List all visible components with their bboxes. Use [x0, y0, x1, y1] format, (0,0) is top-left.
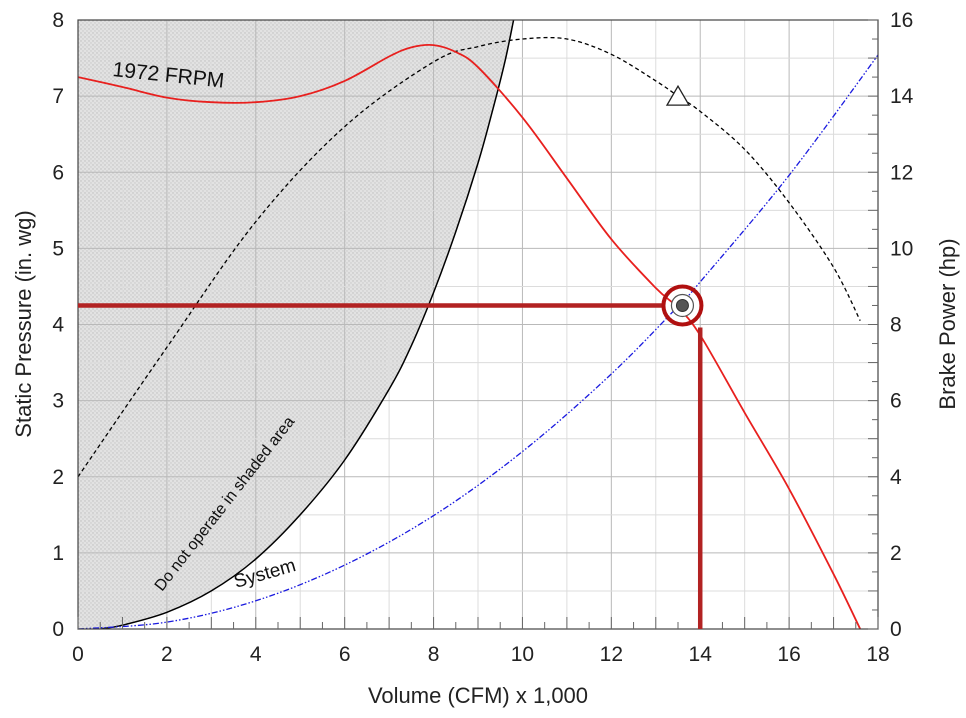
y-axis-right-title: Brake Power (hp): [935, 238, 960, 409]
fan-curve-curve: [78, 43, 862, 629]
x-tick-label: 8: [428, 643, 440, 666]
y-right-tick-label: 2: [890, 542, 902, 565]
operating-point-ring: [661, 284, 704, 327]
y-right-tick-label: 16: [890, 9, 913, 32]
y-left-tick-label: 8: [52, 9, 64, 32]
x-tick-label: 2: [161, 643, 173, 666]
y-left-tick-label: 7: [52, 85, 64, 108]
boundary-curve: [100, 20, 515, 629]
y-left-tick-label: 3: [52, 390, 64, 413]
x-tick-label: 4: [250, 643, 262, 666]
y-right-tick-label: 0: [890, 618, 902, 641]
x-tick-label: 18: [866, 643, 889, 666]
y-right-tick-label: 14: [890, 85, 914, 108]
y-left-tick-label: 6: [52, 161, 64, 184]
triangle-marker: [665, 84, 691, 106]
y-left-tick-label: 1: [52, 542, 64, 565]
operating-point-dot: [675, 298, 689, 312]
x-tick-label: 14: [689, 643, 713, 666]
y-right-tick-label: 6: [890, 390, 902, 413]
x-tick-label: 16: [777, 643, 800, 666]
x-axis-title: Volume (CFM) x 1,000: [368, 683, 588, 708]
brake-power-curve: [78, 36, 861, 478]
y-right-tick-label: 8: [890, 314, 902, 337]
y-right-tick-label: 4: [890, 466, 902, 489]
y-right-tick-label: 12: [890, 161, 913, 184]
y-left-tick-label: 2: [52, 466, 64, 489]
plot-area: [78, 20, 878, 629]
y-right-tick-label: 10: [890, 237, 913, 260]
y-axis-left-title: Static Pressure (in. wg): [11, 210, 36, 437]
y-left-tick-label: 0: [52, 618, 64, 641]
x-tick-label: 0: [72, 643, 84, 666]
y-left-tick-label: 4: [52, 314, 64, 337]
x-tick-label: 12: [600, 643, 623, 666]
y-left-tick-label: 5: [52, 237, 64, 260]
overlay: [78, 284, 704, 629]
x-tick-label: 10: [511, 643, 534, 666]
x-tick-label: 6: [339, 643, 351, 666]
system-curve: [78, 54, 878, 629]
